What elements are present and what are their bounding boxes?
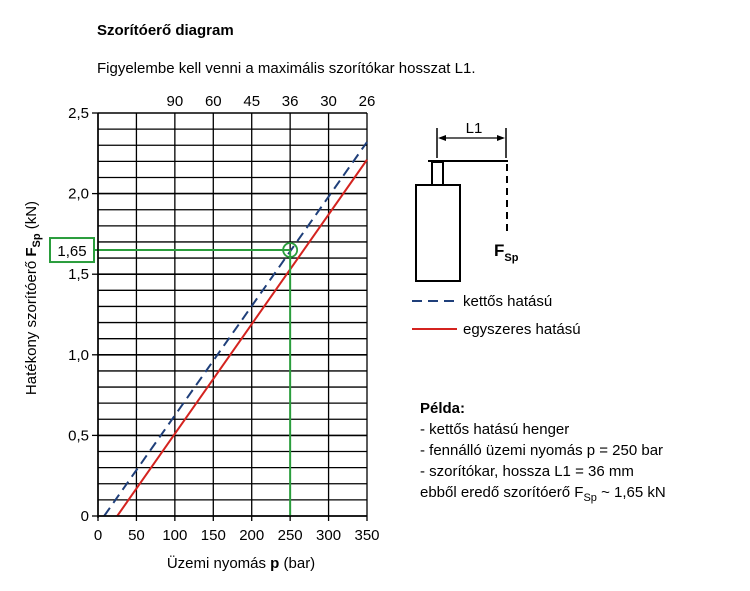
x-tick-label: 100 bbox=[162, 527, 187, 544]
highlight-marker bbox=[282, 242, 299, 258]
chart-series bbox=[103, 141, 368, 517]
y-axis-label: Hatékony szorítóerő FSp (kN) bbox=[23, 201, 43, 395]
example-line-4-sub: Sp bbox=[583, 492, 597, 504]
page-title: Szorítóerő diagram bbox=[97, 22, 234, 39]
x-tick-label: 150 bbox=[201, 527, 226, 544]
legend-label-double: kettős hatású bbox=[463, 293, 552, 310]
example-line-4: ebből eredő szorítóerő FSp ~ 1,65 kN bbox=[420, 482, 666, 509]
x-tick-label: 200 bbox=[239, 527, 264, 544]
x-tick-label: 0 bbox=[94, 527, 102, 544]
chart-axes: 0 50 100 150 200 250 300 350 0 0,5 1,0 1,5 2,0 2,5 90 6… bbox=[68, 93, 379, 544]
l1-arrow-right bbox=[497, 135, 505, 141]
l1-arrow-left bbox=[438, 135, 446, 141]
y-tick-label: 2,5 bbox=[68, 105, 89, 122]
cylinder-rod bbox=[431, 161, 444, 186]
example-line-2: - fennálló üzemi nyomás p = 250 bar bbox=[420, 442, 664, 459]
top-axis-label: 30 bbox=[320, 93, 337, 110]
top-axis-label: 60 bbox=[205, 93, 222, 110]
x-tick-label: 250 bbox=[278, 527, 303, 544]
y-tick-label: 1,5 bbox=[68, 266, 89, 283]
highlight-value-label: 1,65 bbox=[57, 243, 86, 260]
x-tick-label: 300 bbox=[316, 527, 341, 544]
series-line-double-acting bbox=[103, 141, 368, 517]
x-tick-label: 350 bbox=[354, 527, 379, 544]
y-tick-label: 2,0 bbox=[68, 186, 89, 203]
x-tick-label: 50 bbox=[128, 527, 145, 544]
top-axis-label: 45 bbox=[243, 93, 260, 110]
top-axis-label: 36 bbox=[282, 93, 299, 110]
chart-grid bbox=[97, 112, 368, 517]
example-line-4-pre: ebből eredő szorítóerő F bbox=[420, 484, 584, 501]
chart-highlight: 1,65 bbox=[49, 237, 299, 516]
example-line-4-post: ~ 1,65 kN bbox=[596, 484, 666, 501]
series-line-single-acting bbox=[116, 159, 368, 517]
example-line-1: - kettős hatású henger bbox=[420, 421, 570, 438]
x-axis-label: Üzemi nyomás p (bar) bbox=[167, 554, 315, 572]
cylinder-diagram: L1 FSp bbox=[415, 120, 519, 282]
y-tick-label: 1,0 bbox=[68, 347, 89, 364]
cylinder-body bbox=[415, 184, 461, 282]
legend-label-single: egyszeres hatású bbox=[463, 321, 581, 338]
l1-label: L1 bbox=[466, 120, 483, 137]
example-line-3: - szorítókar, hossza L1 = 36 mm bbox=[420, 463, 634, 480]
example-block: Példa: - kettős hatású henger - fennálló… bbox=[420, 398, 666, 509]
top-axis-label: 26 bbox=[359, 93, 376, 110]
chart-labels: Üzemi nyomás p (bar) Hatékony szorítóerő… bbox=[23, 201, 315, 572]
page-subtitle: Figyelembe kell venni a maximális szorít… bbox=[97, 60, 476, 77]
force-label: FSp bbox=[494, 241, 519, 264]
y-tick-label: 0,5 bbox=[68, 427, 89, 444]
example-title: Példa: bbox=[420, 400, 466, 417]
chart-legend: kettős hatású egyszeres hatású bbox=[412, 293, 581, 338]
y-tick-label: 0 bbox=[81, 508, 89, 525]
top-axis-label: 90 bbox=[167, 93, 184, 110]
highlight-value-box bbox=[49, 237, 95, 264]
